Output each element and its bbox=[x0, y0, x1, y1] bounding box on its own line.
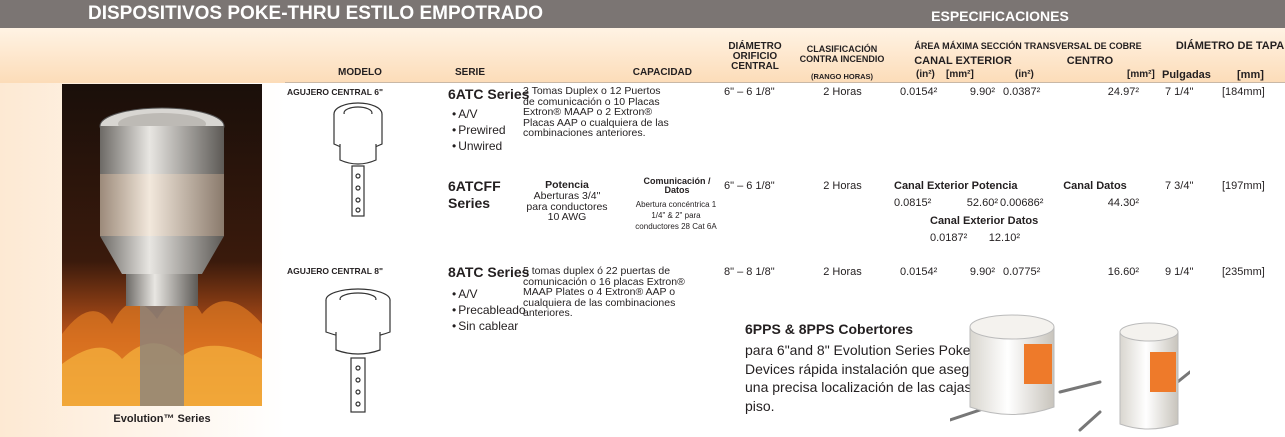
series: 6ATCFF Series bbox=[448, 178, 501, 211]
cover-diameter: [235mm] bbox=[1222, 266, 1265, 278]
model: AGUJERO CENTRAL 6" bbox=[287, 87, 383, 97]
feature: Unwired bbox=[452, 138, 502, 154]
covers-photo bbox=[950, 314, 1190, 432]
area-value: 0.0775² bbox=[1003, 266, 1041, 278]
bore: 8" – 8 1/8" bbox=[724, 266, 775, 278]
fire-rating: 2 Horas bbox=[823, 266, 862, 278]
area-label: Canal Exterior Potencia bbox=[894, 180, 1018, 192]
capacity-title: Comunicación / Datos bbox=[643, 176, 711, 196]
col-header: [mm] bbox=[1237, 69, 1264, 81]
series: 6ATC Series bbox=[448, 86, 530, 102]
area-label: Canal Exterior Datos bbox=[930, 215, 1039, 227]
area-value: 12.10² bbox=[988, 232, 1020, 244]
col-header: CLASIFICACIÓN CONTRA INCENDIO bbox=[799, 44, 885, 64]
title-bar bbox=[0, 0, 1285, 28]
capacity: 3 Tomas Duplex o 12 Puertos de comunicac… bbox=[523, 85, 669, 139]
col-header: CANAL EXTERIOR bbox=[914, 55, 1012, 67]
col-header: CAPACIDAD bbox=[632, 67, 692, 78]
feature: Precableado bbox=[452, 302, 525, 318]
capacity: 5 tomas duplex ó 22 puertas de comunicac… bbox=[523, 265, 685, 319]
col-header: SERIE bbox=[454, 67, 485, 78]
area-value: 0.0154² bbox=[900, 86, 938, 98]
device-icon bbox=[325, 288, 391, 413]
area-value: 0.0187² bbox=[930, 232, 968, 244]
capacity-title: Potencia bbox=[545, 179, 589, 191]
specs-title: ESPECIFICACIONES bbox=[931, 8, 1069, 24]
page-title: DISPOSITIVOS POKE-THRU ESTILO EMPOTRADO bbox=[88, 3, 543, 24]
area-value: 9.90² bbox=[969, 86, 995, 98]
header-rule bbox=[285, 82, 1285, 83]
col-header: CENTRO bbox=[1066, 55, 1114, 67]
covers-title: 6PPS & 8PPS Cobertores bbox=[745, 321, 914, 337]
feature: Prewired bbox=[452, 122, 505, 138]
col-header: (in²) bbox=[916, 69, 935, 80]
feature: A/V bbox=[452, 106, 477, 122]
col-header: (in²) bbox=[1015, 69, 1034, 80]
cover-diameter: [197mm] bbox=[1222, 180, 1265, 192]
col-header: DIÁMETRO DE TAPA bbox=[1175, 40, 1285, 52]
col-header: ÁREA MÁXIMA SECCIÓN TRANSVERSAL DE COBRE bbox=[914, 41, 1142, 51]
area-value: 0.0387² bbox=[1003, 86, 1041, 98]
area-value: 0.0815² bbox=[894, 197, 932, 209]
area-value: 0.0154² bbox=[900, 266, 938, 278]
area-value: 52.60² bbox=[966, 197, 998, 209]
feature: Sin cablear bbox=[452, 318, 518, 334]
capacity: Abertura concéntrica 1 1/4" & 2" para co… bbox=[635, 200, 717, 231]
model: AGUJERO CENTRAL 8" bbox=[287, 266, 383, 276]
covers-text: para 6"and 8" Evolution Series Poke-Thru… bbox=[745, 342, 1004, 414]
area-value: 0.00686² bbox=[1000, 197, 1044, 209]
col-header: Pulgadas bbox=[1162, 69, 1211, 81]
fire-rating: 2 Horas bbox=[823, 86, 862, 98]
photo-caption: Evolution™ Series bbox=[113, 413, 211, 425]
cover-diameter: 9 1/4" bbox=[1165, 266, 1194, 278]
header-band bbox=[0, 28, 1285, 83]
col-header: DIÁMETRO ORIFICIO CENTRAL bbox=[728, 41, 782, 72]
bore: 6" – 6 1/8" bbox=[724, 86, 775, 98]
series: 8ATC Series bbox=[448, 264, 530, 280]
product-photo bbox=[62, 84, 262, 406]
capacity: Aberturas 3/4" para conductores 10 AWG bbox=[526, 190, 608, 223]
area-label: Canal Datos bbox=[1063, 180, 1127, 192]
feature: A/V bbox=[452, 286, 477, 302]
area-value: 44.30² bbox=[1107, 197, 1139, 209]
col-header: MODELO bbox=[338, 67, 382, 78]
col-header: [mm²] bbox=[1127, 69, 1155, 80]
fire-rating: 2 Horas bbox=[823, 180, 862, 192]
cover-diameter: [184mm] bbox=[1222, 86, 1265, 98]
area-value: 24.97² bbox=[1107, 86, 1139, 98]
device-icon bbox=[333, 102, 383, 217]
bore: 6" – 6 1/8" bbox=[724, 180, 775, 192]
cover-diameter: 7 1/4" bbox=[1165, 86, 1194, 98]
cover-diameter: 7 3/4" bbox=[1165, 180, 1194, 192]
col-header: (RANGO HORAS) bbox=[810, 72, 874, 81]
area-value: 16.60² bbox=[1107, 266, 1139, 278]
col-header: [mm²] bbox=[946, 69, 974, 80]
area-value: 9.90² bbox=[969, 266, 995, 278]
